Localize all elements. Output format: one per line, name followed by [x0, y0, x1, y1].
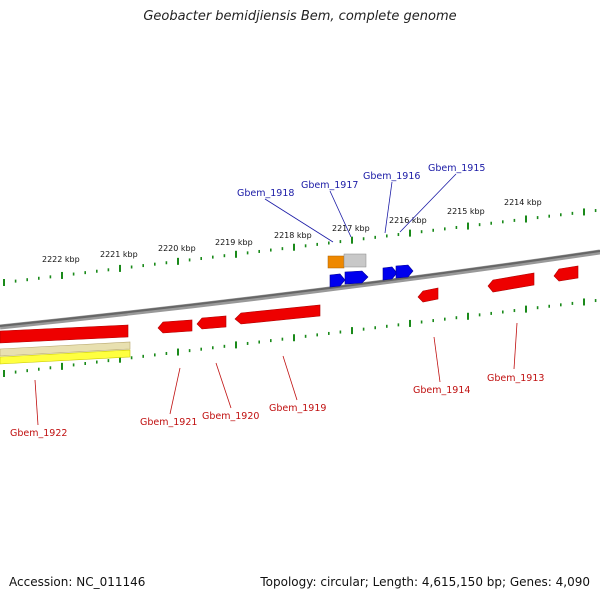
- leader-1917: [329, 190, 352, 238]
- gene-arrow-1922: [0, 324, 129, 344]
- gene-label-1922: Gbem_1922: [10, 428, 67, 439]
- gene-label-1918: Gbem_1918: [237, 188, 294, 199]
- leader-1920: [215, 362, 232, 409]
- gene-label-1913: Gbem_1913: [487, 373, 544, 384]
- gene-arrow-right-edge: [553, 265, 579, 282]
- forward-genes: [0, 265, 579, 344]
- leader-1914: [433, 336, 441, 383]
- gene-arrow-1914: [417, 287, 439, 303]
- gene-label-1920: Gbem_1920: [202, 411, 259, 422]
- scale-label-2218: 2218 kbp: [274, 231, 312, 240]
- gene-arrow-1917: [344, 270, 369, 285]
- scale-labels: 2222 kbp 2221 kbp 2220 kbp 2219 kbp 2218…: [42, 198, 542, 264]
- scale-label-2219: 2219 kbp: [215, 238, 253, 247]
- gene-label-1914: Gbem_1914: [413, 385, 470, 396]
- leader-1915: [399, 173, 457, 233]
- scale-label-2216: 2216 kbp: [389, 216, 427, 225]
- leader-1921: [169, 367, 181, 415]
- track-band-yellow-left: [0, 349, 131, 365]
- genome-backbone-highlight: [0, 250, 600, 327]
- bottom-gene-labels: Gbem_1922 Gbem_1921 Gbem_1920 Gbem_1919 …: [10, 373, 544, 439]
- gene-arrow-1921: [157, 319, 193, 334]
- feature-grey: [343, 253, 367, 268]
- accession-text: Accession: NC_011146: [9, 575, 146, 589]
- leader-1913: [513, 322, 518, 370]
- top-leaders: [264, 173, 457, 243]
- leader-1918: [264, 198, 334, 243]
- scale-label-2222: 2222 kbp: [42, 255, 80, 264]
- leader-1919: [282, 355, 298, 401]
- bottom-leaders: [34, 322, 518, 426]
- gene-label-1917: Gbem_1917: [301, 180, 358, 191]
- leader-1916: [384, 181, 393, 234]
- scale-label-2220: 2220 kbp: [158, 244, 196, 253]
- feature-orange: [327, 255, 345, 269]
- track-band-grey-left: [0, 341, 131, 357]
- lower-scale-ticks: [3, 298, 597, 378]
- scale-label-2215: 2215 kbp: [447, 207, 485, 216]
- upper-scale-ticks: [3, 208, 597, 287]
- reverse-genes: [329, 264, 414, 288]
- scale-label-2217: 2217 kbp: [332, 224, 370, 233]
- gene-label-1919: Gbem_1919: [269, 403, 326, 414]
- top-gene-labels: Gbem_1918 Gbem_1917 Gbem_1916 Gbem_1915: [237, 163, 485, 199]
- genome-summary-text: Topology: circular; Length: 4,615,150 bp…: [260, 575, 590, 589]
- gene-label-1916: Gbem_1916: [363, 171, 420, 182]
- leader-1922: [34, 379, 39, 426]
- gene-arrow-1916: [382, 266, 398, 281]
- gene-arrow-1920: [196, 315, 227, 330]
- gene-arrow-1919: [234, 304, 321, 325]
- gene-label-1915: Gbem_1915: [428, 163, 485, 174]
- map-title: Geobacter bemidjiensis Bem, complete gen…: [143, 9, 457, 24]
- gene-label-1921: Gbem_1921: [140, 417, 197, 428]
- scale-label-2221: 2221 kbp: [100, 250, 138, 259]
- gene-arrow-1915: [395, 264, 414, 279]
- gene-arrow-1918: [329, 273, 346, 288]
- gene-arrow-1913: [487, 272, 535, 293]
- scale-label-2214: 2214 kbp: [504, 198, 542, 207]
